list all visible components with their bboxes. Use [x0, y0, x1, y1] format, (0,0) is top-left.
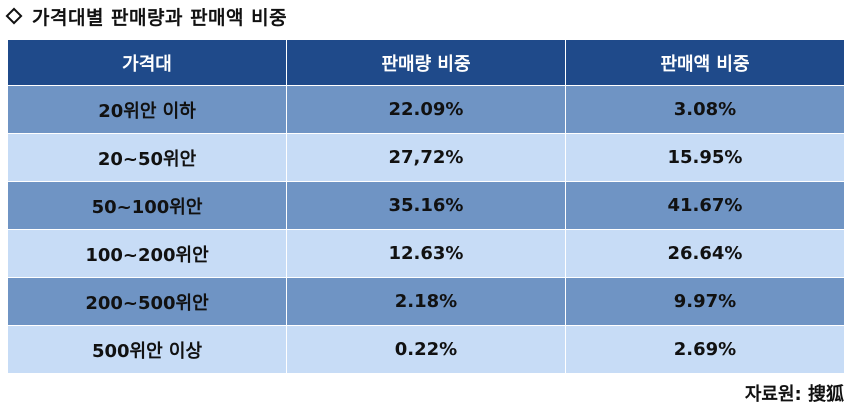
- sales-amount-share-cell: 9.97%: [565, 277, 845, 326]
- sales-amount-share-cell: 26.64%: [565, 229, 845, 278]
- page-title: 가격대별 판매량과 판매액 비중: [4, 3, 287, 29]
- table-row: 500위안 이상 0.22% 2.69%: [7, 325, 845, 373]
- sales-volume-share-cell: 35.16%: [286, 181, 566, 230]
- sales-amount-share-cell: 2.69%: [565, 325, 845, 373]
- price-range-cell: 200~500위안: [7, 277, 287, 326]
- sales-volume-share-cell: 2.18%: [286, 277, 566, 326]
- sales-volume-share-cell: 27,72%: [286, 133, 566, 182]
- price-range-cell: 500위안 이상: [7, 325, 287, 373]
- price-range-cell: 100~200위안: [7, 229, 287, 278]
- source-note: 자료원: 搜狐: [744, 384, 844, 405]
- table-header-row: 가격대 판매량 비중 판매액 비중: [7, 40, 845, 86]
- sales-amount-share-cell: 3.08%: [565, 85, 845, 134]
- price-range-cell: 20위안 이하: [7, 85, 287, 134]
- table-row: 100~200위안 12.63% 26.64%: [7, 229, 845, 278]
- data-table: 가격대 판매량 비중 판매액 비중 20위안 이하 22.09% 3.08% 2…: [7, 40, 845, 373]
- table-row: 50~100위안 35.16% 41.67%: [7, 181, 845, 230]
- diamond-bullet-icon: [5, 7, 23, 25]
- price-range-cell: 50~100위안: [7, 181, 287, 230]
- table-row: 20~50위안 27,72% 15.95%: [7, 133, 845, 182]
- sales-amount-share-cell: 15.95%: [565, 133, 845, 182]
- sales-amount-share-cell: 41.67%: [565, 181, 845, 230]
- price-range-cell: 20~50위안: [7, 133, 287, 182]
- column-header-sales-volume-share: 판매량 비중: [286, 40, 566, 86]
- table-row: 200~500위안 2.18% 9.97%: [7, 277, 845, 326]
- sales-volume-share-cell: 22.09%: [286, 85, 566, 134]
- sales-volume-share-cell: 0.22%: [286, 325, 566, 373]
- table-row: 20위안 이하 22.09% 3.08%: [7, 85, 845, 134]
- column-header-sales-amount-share: 판매액 비중: [565, 40, 845, 86]
- column-header-price-range: 가격대: [7, 40, 287, 86]
- page-title-text: 가격대별 판매량과 판매액 비중: [32, 6, 288, 29]
- sales-volume-share-cell: 12.63%: [286, 229, 566, 278]
